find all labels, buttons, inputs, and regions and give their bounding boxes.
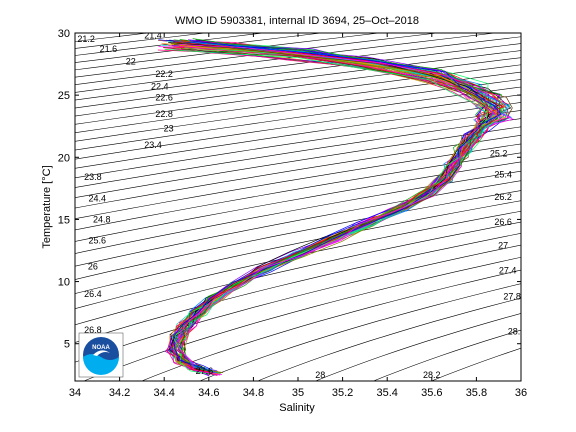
y-tick-label: 10 xyxy=(58,277,70,289)
density-contour-label: 27 xyxy=(498,241,508,251)
y-tick-label: 25 xyxy=(58,90,70,102)
density-contour-line xyxy=(75,57,521,117)
density-contour-label: 22.8 xyxy=(155,109,173,119)
density-contour-label: 26.6 xyxy=(494,217,512,227)
y-axis-label: Temperature [°C] xyxy=(41,165,53,248)
x-tick-label: 34.8 xyxy=(243,387,264,399)
density-contour-line xyxy=(75,71,521,134)
density-contour-line xyxy=(75,190,521,280)
density-contour-label: 28.1 xyxy=(508,326,526,336)
noaa-logo-wave xyxy=(83,354,119,375)
density-contour-label: 24.8 xyxy=(93,214,111,224)
profile-line xyxy=(178,44,502,376)
y-tick-label: 15 xyxy=(58,214,70,226)
profile-line xyxy=(173,38,503,373)
x-tick-label: 35.4 xyxy=(376,387,397,399)
profile-lines xyxy=(157,38,514,377)
density-contour-line xyxy=(75,50,521,109)
density-contour-label: 22.4 xyxy=(151,81,169,91)
density-contour-line xyxy=(75,170,521,254)
x-tick-label: 35 xyxy=(292,387,304,399)
x-tick-label: 35.8 xyxy=(466,387,487,399)
noaa-logo-text: NOAA xyxy=(92,345,110,351)
density-contour-label: 25.2 xyxy=(490,149,508,159)
density-contour-label: 27.8 xyxy=(503,291,521,301)
density-contour-label: 21.2 xyxy=(77,34,95,44)
density-contour-label: 26 xyxy=(88,262,98,272)
density-contour-line xyxy=(314,313,521,381)
density-contour-line xyxy=(372,329,521,381)
density-contour-line xyxy=(83,256,521,381)
density-contour-label: 23.4 xyxy=(144,140,162,150)
density-contour-label: 24.4 xyxy=(89,193,107,203)
density-contour-label: 21.4 xyxy=(144,30,162,40)
x-tick-label: 34.4 xyxy=(153,387,174,399)
profile-line xyxy=(172,41,505,373)
density-contour-line xyxy=(75,36,521,93)
x-tick-label: 36 xyxy=(515,387,527,399)
chart-title: WMO ID 5903381, internal ID 3694, 25–Oct… xyxy=(175,15,419,27)
x-axis-label: Salinity xyxy=(279,402,315,414)
density-contour-line xyxy=(75,161,521,242)
profile-line xyxy=(158,39,486,375)
y-tick-label: 30 xyxy=(58,28,70,40)
y-axis: 5 10 15 20 25 30 xyxy=(58,28,521,351)
density-contour-label: 25.6 xyxy=(89,236,107,246)
profile-line xyxy=(177,48,498,374)
density-contour-label: 27.6 xyxy=(196,366,214,376)
density-contour-line xyxy=(75,244,521,363)
density-contour-label: 28 xyxy=(315,370,325,380)
x-axis: 34 34.2 34.4 34.6 34.8 35 35.2 35.4 35.6 35.8 36 xyxy=(69,33,527,399)
density-contour-line xyxy=(141,269,521,381)
density-contour-label: 23 xyxy=(164,124,174,134)
x-tick-label: 34.2 xyxy=(109,387,130,399)
density-contour-line xyxy=(256,297,521,381)
density-contour-line xyxy=(75,180,521,267)
density-contour-line xyxy=(75,152,521,231)
y-tick-label: 20 xyxy=(58,152,70,164)
x-tick-label: 34 xyxy=(69,387,81,399)
noaa-logo: NOAA xyxy=(78,332,124,378)
profile-line xyxy=(164,48,488,375)
density-contour-line xyxy=(75,33,498,86)
density-contour-line xyxy=(75,43,521,101)
density-contour-line xyxy=(75,143,521,220)
density-contour-line xyxy=(199,283,521,381)
density-contour-label: 21.6 xyxy=(100,44,118,54)
density-contour-label: 22 xyxy=(126,57,136,67)
density-contour-label: 28.2 xyxy=(423,370,441,380)
density-contour-line xyxy=(75,134,521,209)
density-contour-label: 22.6 xyxy=(155,93,173,103)
density-contour-label: 26.4 xyxy=(84,289,102,299)
profile-line xyxy=(174,41,497,374)
density-contour-label: 22.2 xyxy=(155,69,173,79)
y-tick-label: 5 xyxy=(64,339,70,351)
density-contour-label: 26.2 xyxy=(494,192,512,202)
profile-line xyxy=(173,40,502,372)
x-tick-label: 35.6 xyxy=(421,387,442,399)
density-contour-label: 26.8 xyxy=(84,325,102,335)
density-contour-label: 27.4 xyxy=(499,265,517,275)
density-contour-line xyxy=(75,200,521,294)
x-tick-label: 35.2 xyxy=(332,387,353,399)
noaa-logo-gull xyxy=(93,350,110,356)
density-contour-line xyxy=(75,33,440,78)
density-contour-label: 25.4 xyxy=(494,170,512,180)
x-tick-label: 34.6 xyxy=(198,387,219,399)
density-contour-label: 23.8 xyxy=(84,172,102,182)
